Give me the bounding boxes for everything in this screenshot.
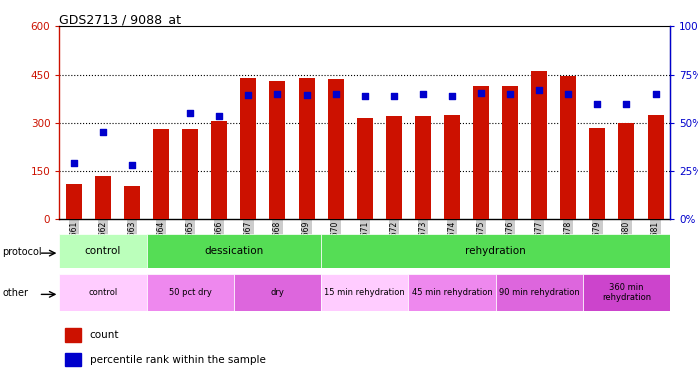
- Point: [330, 92, 341, 98]
- Text: control: control: [89, 288, 117, 297]
- Text: 360 min
rehydration: 360 min rehydration: [602, 283, 651, 302]
- Point: [184, 110, 195, 116]
- Bar: [124, 186, 140, 219]
- Point: [214, 113, 225, 119]
- Bar: [648, 115, 664, 219]
- Bar: [147, 234, 321, 268]
- Bar: [299, 78, 315, 219]
- Bar: [182, 129, 198, 219]
- Bar: [321, 234, 670, 268]
- Bar: [502, 86, 518, 219]
- Point: [68, 160, 80, 166]
- Bar: [321, 274, 408, 311]
- Text: count: count: [90, 330, 119, 340]
- Bar: [66, 328, 81, 342]
- Text: dry: dry: [271, 288, 284, 297]
- Bar: [473, 86, 489, 219]
- Bar: [147, 274, 234, 311]
- Point: [446, 93, 457, 99]
- Point: [97, 129, 108, 135]
- Bar: [415, 116, 431, 219]
- Bar: [357, 118, 373, 219]
- Point: [272, 92, 283, 98]
- Text: 50 pct dry: 50 pct dry: [169, 288, 211, 297]
- Point: [650, 92, 661, 98]
- Point: [621, 101, 632, 107]
- Bar: [583, 274, 670, 311]
- Text: GDS2713 / 9088_at: GDS2713 / 9088_at: [59, 13, 181, 26]
- Bar: [59, 274, 147, 311]
- Bar: [618, 123, 634, 219]
- Point: [592, 101, 603, 107]
- Text: 90 min rehydration: 90 min rehydration: [499, 288, 579, 297]
- Bar: [66, 353, 81, 366]
- Text: protocol: protocol: [2, 247, 42, 257]
- Bar: [95, 176, 111, 219]
- Point: [388, 93, 399, 99]
- Bar: [153, 129, 169, 219]
- Bar: [234, 274, 321, 311]
- Text: dessication: dessication: [205, 246, 263, 256]
- Bar: [66, 184, 82, 219]
- Text: 45 min rehydration: 45 min rehydration: [412, 288, 492, 297]
- Text: control: control: [84, 246, 121, 256]
- Bar: [560, 76, 577, 219]
- Text: 15 min rehydration: 15 min rehydration: [325, 288, 405, 297]
- Point: [505, 92, 516, 98]
- Bar: [589, 128, 605, 219]
- Point: [301, 93, 312, 99]
- Bar: [240, 78, 256, 219]
- Bar: [531, 70, 547, 219]
- Bar: [59, 234, 147, 268]
- Text: percentile rank within the sample: percentile rank within the sample: [90, 354, 266, 364]
- Bar: [211, 121, 228, 219]
- Point: [475, 90, 487, 96]
- Point: [533, 87, 544, 93]
- Bar: [444, 115, 460, 219]
- Bar: [327, 80, 343, 219]
- Bar: [386, 116, 402, 219]
- Point: [359, 93, 370, 99]
- Point: [417, 92, 429, 98]
- Text: other: other: [2, 288, 28, 298]
- Bar: [269, 81, 285, 219]
- Point: [563, 92, 574, 98]
- Point: [243, 93, 254, 99]
- Point: [126, 162, 138, 168]
- Text: rehydration: rehydration: [465, 246, 526, 256]
- Bar: [408, 274, 496, 311]
- Bar: [496, 274, 583, 311]
